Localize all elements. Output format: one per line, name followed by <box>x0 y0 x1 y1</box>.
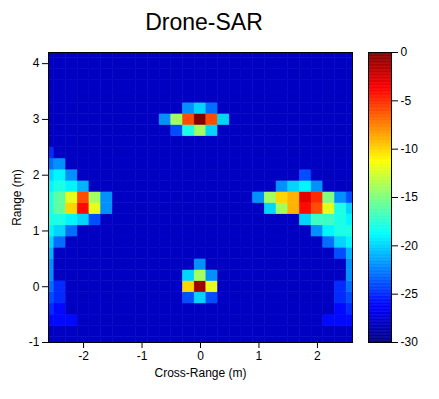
svg-text:-1: -1 <box>29 335 40 349</box>
svg-text:-25: -25 <box>401 287 419 301</box>
svg-text:0: 0 <box>401 45 408 59</box>
svg-text:-2: -2 <box>78 349 89 363</box>
svg-text:Cross-Range (m): Cross-Range (m) <box>154 366 246 380</box>
svg-text:-15: -15 <box>401 190 419 204</box>
svg-text:1: 1 <box>33 224 40 238</box>
svg-text:-1: -1 <box>137 349 148 363</box>
svg-text:2: 2 <box>314 349 321 363</box>
svg-text:0: 0 <box>33 280 40 294</box>
svg-text:-5: -5 <box>401 94 412 108</box>
svg-text:-30: -30 <box>401 335 419 349</box>
svg-text:2: 2 <box>33 168 40 182</box>
svg-text:Range (m): Range (m) <box>10 169 24 226</box>
svg-text:1: 1 <box>256 349 263 363</box>
svg-text:4: 4 <box>33 56 40 70</box>
svg-text:3: 3 <box>33 112 40 126</box>
html-text:Drone-SAR: Drone-SAR <box>145 9 263 35</box>
svg-text:-20: -20 <box>401 239 419 253</box>
svg-text:-10: -10 <box>401 142 419 156</box>
svg-text:0: 0 <box>197 349 204 363</box>
